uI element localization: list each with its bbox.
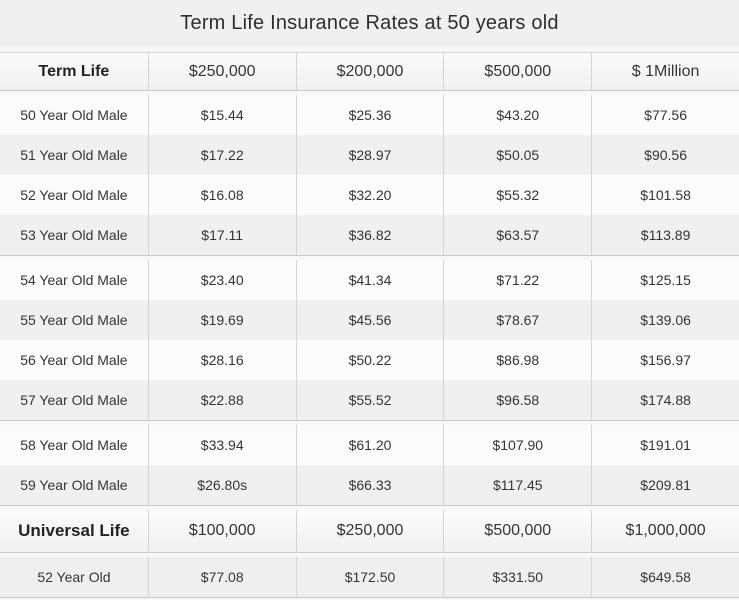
rate-group-50-53: 50 Year Old Male $15.44 $25.36 $43.20 $7…: [0, 95, 739, 256]
age-label-cell: 52 Year Old: [37, 569, 111, 585]
rate-cell: $113.89: [591, 215, 739, 255]
age-label-cell: 58 Year Old Male: [20, 437, 128, 453]
rate-cell: $156.97: [591, 340, 739, 380]
coverage-header-1million: $ 1Million: [591, 53, 739, 90]
page-title: Term Life Insurance Rates at 50 years ol…: [180, 12, 559, 34]
universal-header-100k: $100,000: [147, 510, 296, 552]
coverage-header-200k: $200,000: [295, 53, 444, 90]
rate-cell: $66.33: [295, 465, 444, 505]
age-label-cell: 55 Year Old Male: [20, 312, 128, 328]
rate-cell: $77.56: [591, 95, 739, 135]
rate-group-54-57: 54 Year Old Male $23.40 $41.34 $71.22 $1…: [0, 260, 739, 421]
universal-life-header-label: Universal Life: [18, 521, 130, 540]
rate-cell: $17.22: [147, 135, 296, 175]
coverage-header-500k: $500,000: [443, 53, 591, 90]
age-label-cell: 52 Year Old Male: [20, 187, 128, 203]
rate-cell: $172.50: [295, 557, 444, 597]
rate-group-58-59: 58 Year Old Male $33.94 $61.20 $107.90 $…: [0, 425, 739, 506]
table-row-50: 50 Year Old Male $15.44 $25.36 $43.20 $7…: [0, 95, 739, 135]
rate-cell: $61.20: [295, 425, 444, 465]
age-label-cell: 56 Year Old Male: [20, 352, 128, 368]
rate-cell: $125.15: [591, 260, 739, 300]
table-row-52: 52 Year Old Male $16.08 $32.20 $55.32 $1…: [0, 175, 739, 215]
rate-cell: $25.36: [295, 95, 444, 135]
rate-cell: $19.69: [147, 300, 296, 340]
rate-cell: $209.81: [591, 465, 739, 505]
table-row-55: 55 Year Old Male $19.69 $45.56 $78.67 $1…: [0, 300, 739, 340]
rate-cell: $36.82: [295, 215, 444, 255]
rate-cell: $33.94: [147, 425, 296, 465]
table-row-51: 51 Year Old Male $17.22 $28.97 $50.05 $9…: [0, 135, 739, 175]
rate-cell: $191.01: [591, 425, 739, 465]
rate-cell: $90.56: [591, 135, 739, 175]
rate-cell: $43.20: [443, 95, 591, 135]
rate-cell: $28.97: [295, 135, 444, 175]
universal-header-500k: $500,000: [443, 510, 591, 552]
age-label-cell: 59 Year Old Male: [20, 477, 128, 493]
rate-cell: $41.34: [295, 260, 444, 300]
table-row-54: 54 Year Old Male $23.40 $41.34 $71.22 $1…: [0, 260, 739, 300]
universal-row-52: 52 Year Old $77.08 $172.50 $331.50 $649.…: [0, 557, 739, 598]
universal-header-250k: $250,000: [295, 510, 444, 552]
rate-cell: $174.88: [591, 380, 739, 420]
rate-cell: $45.56: [295, 300, 444, 340]
title-band: Term Life Insurance Rates at 50 years ol…: [0, 0, 739, 47]
rate-cell: $86.98: [443, 340, 591, 380]
table-row-56: 56 Year Old Male $28.16 $50.22 $86.98 $1…: [0, 340, 739, 380]
rate-cell: $101.58: [591, 175, 739, 215]
age-label-cell: 54 Year Old Male: [20, 272, 128, 288]
rate-cell: $331.50: [443, 557, 591, 597]
rate-cell: $22.88: [147, 380, 296, 420]
rate-cell: $16.08: [147, 175, 296, 215]
rate-cell: $96.58: [443, 380, 591, 420]
rate-cell: $15.44: [147, 95, 296, 135]
table-row-53: 53 Year Old Male $17.11 $36.82 $63.57 $1…: [0, 215, 739, 255]
term-life-header-row: Term Life $250,000 $200,000 $500,000 $ 1…: [0, 52, 739, 91]
rate-cell: $55.52: [295, 380, 444, 420]
rate-cell: $32.20: [295, 175, 444, 215]
rate-cell: $17.11: [147, 215, 296, 255]
rate-cell: $77.08: [147, 557, 296, 597]
rate-cell: $63.57: [443, 215, 591, 255]
rate-cell: $78.67: [443, 300, 591, 340]
coverage-header-250k: $250,000: [147, 53, 296, 90]
rate-cell: $50.22: [295, 340, 444, 380]
universal-header-1million: $1,000,000: [591, 510, 739, 552]
age-label-cell: 50 Year Old Male: [20, 107, 128, 123]
rate-cell: $649.58: [591, 557, 739, 597]
age-label-cell: 51 Year Old Male: [20, 147, 128, 163]
rate-cell: $107.90: [443, 425, 591, 465]
rate-cell: $117.45: [443, 465, 591, 505]
table-row-58: 58 Year Old Male $33.94 $61.20 $107.90 $…: [0, 425, 739, 465]
rate-cell: $23.40: [147, 260, 296, 300]
universal-life-header-row: Universal Life $100,000 $250,000 $500,00…: [0, 510, 739, 553]
rate-cell: $26.80s: [147, 465, 296, 505]
rate-cell: $139.06: [591, 300, 739, 340]
term-life-header-label: Term Life: [38, 62, 110, 80]
age-label-cell: 57 Year Old Male: [20, 392, 128, 408]
rate-cell: $28.16: [147, 340, 296, 380]
rate-cell: $55.32: [443, 175, 591, 215]
rate-cell: $50.05: [443, 135, 591, 175]
table-row-59: 59 Year Old Male $26.80s $66.33 $117.45 …: [0, 465, 739, 505]
table-row-57: 57 Year Old Male $22.88 $55.52 $96.58 $1…: [0, 380, 739, 420]
age-label-cell: 53 Year Old Male: [20, 227, 128, 243]
rate-cell: $71.22: [443, 260, 591, 300]
